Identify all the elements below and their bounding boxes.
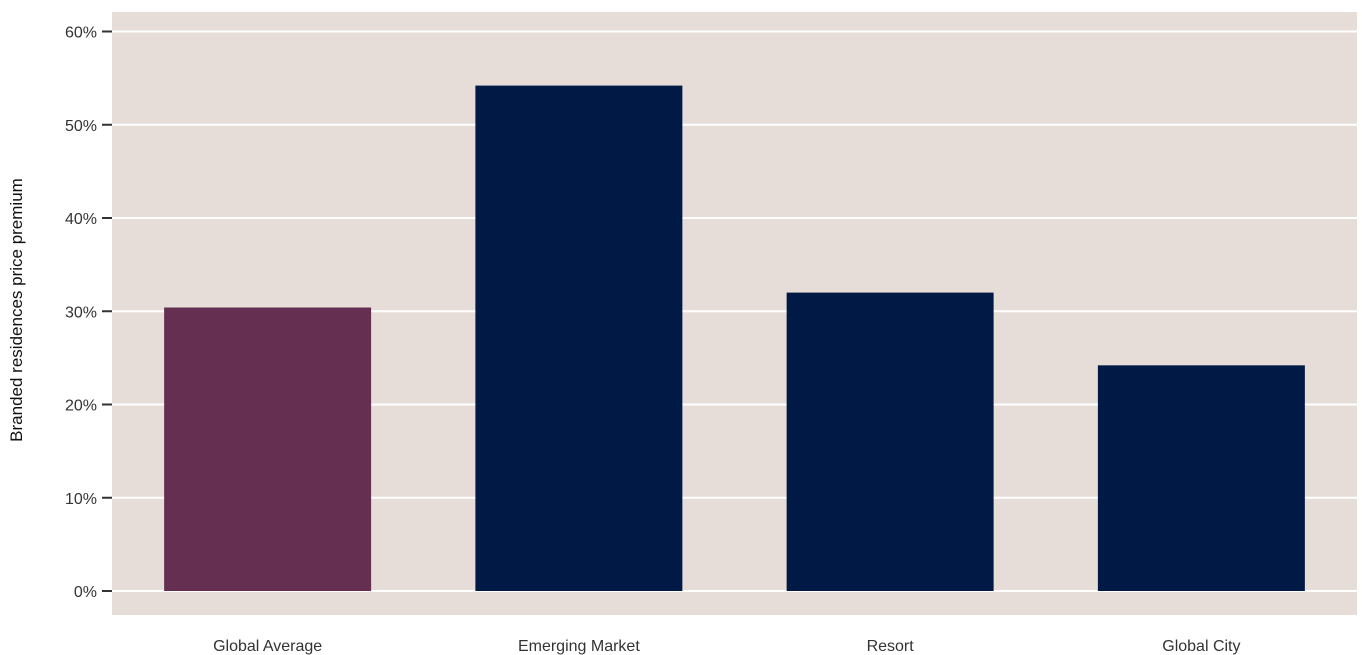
x-tick-label: Global City bbox=[1162, 638, 1240, 655]
x-axis: Global Average Emerging Market Resort Globa… bbox=[213, 638, 1240, 655]
y-axis-title: Branded residences price premium bbox=[7, 178, 26, 442]
y-tick-label: 20% bbox=[65, 398, 97, 415]
y-tick-label: 60% bbox=[65, 25, 97, 42]
y-tick-label: 0% bbox=[74, 584, 97, 601]
bar bbox=[164, 307, 372, 591]
bar bbox=[1097, 365, 1305, 591]
x-tick-label: Emerging Market bbox=[518, 638, 640, 655]
bars bbox=[164, 85, 1305, 592]
y-tick-label: 10% bbox=[65, 491, 97, 508]
x-tick-label: Global Average bbox=[213, 638, 322, 655]
y-tick-label: 30% bbox=[65, 304, 97, 321]
y-tick-label: 50% bbox=[65, 118, 97, 135]
y-tick-label: 40% bbox=[65, 211, 97, 228]
x-tick-label: Resort bbox=[867, 638, 915, 655]
y-axis: 0% 10% 20% 30% 40% 50% 60% bbox=[65, 25, 112, 601]
bar bbox=[786, 292, 994, 591]
bar bbox=[475, 85, 683, 592]
